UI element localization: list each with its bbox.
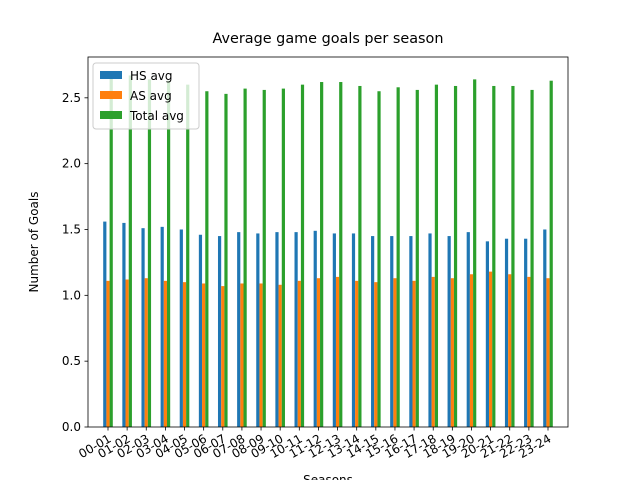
bar	[221, 286, 225, 427]
bar	[504, 238, 509, 427]
y-tick-label: 0.5	[62, 354, 81, 368]
bar	[524, 238, 528, 427]
bar	[412, 280, 416, 427]
bar	[320, 82, 324, 427]
bar	[371, 236, 375, 427]
bar	[355, 280, 359, 427]
legend-swatch	[100, 71, 122, 79]
legend-swatch	[100, 111, 122, 119]
bar	[447, 236, 451, 427]
bar	[243, 88, 247, 427]
bar	[316, 278, 321, 427]
bar	[300, 84, 305, 427]
bar	[281, 88, 285, 427]
bar	[335, 276, 340, 427]
bar	[103, 221, 107, 427]
bar	[508, 274, 512, 427]
bar	[428, 233, 432, 427]
bar	[224, 93, 228, 428]
plot-frame	[87, 56, 569, 428]
y-tick-label: 0.0	[62, 420, 81, 434]
bar	[530, 89, 534, 427]
bar	[294, 232, 298, 427]
bar	[240, 283, 244, 427]
bar	[450, 278, 454, 427]
bar	[489, 271, 493, 427]
x-axis-label: Seasons	[303, 473, 353, 480]
bar	[396, 87, 400, 427]
y-axis-label: Number of Goals	[27, 192, 41, 293]
bar	[147, 79, 152, 427]
bar	[166, 80, 171, 428]
bar	[125, 279, 129, 427]
legend-label: Total avg	[129, 109, 184, 123]
bar	[163, 280, 167, 427]
legend-label: AS avg	[130, 89, 172, 103]
bar	[278, 284, 282, 427]
bar	[332, 233, 336, 427]
y-tick-label: 2.0	[62, 157, 81, 171]
bar	[549, 80, 553, 428]
bar	[546, 278, 550, 427]
bar	[198, 234, 203, 427]
bar	[390, 236, 394, 427]
bar	[106, 280, 110, 427]
legend-label: HS avg	[130, 69, 173, 83]
bar	[237, 232, 241, 427]
bar	[179, 229, 183, 427]
bar	[527, 276, 531, 427]
bar	[543, 229, 547, 427]
bar	[466, 232, 470, 427]
bar	[485, 241, 490, 427]
bar	[256, 233, 260, 427]
bar	[297, 280, 301, 427]
bar	[128, 75, 132, 427]
bar	[377, 91, 381, 428]
bar	[415, 89, 419, 427]
bar	[409, 236, 413, 427]
bar	[217, 236, 222, 427]
bar	[182, 282, 187, 427]
legend-swatch	[100, 91, 122, 99]
bar	[262, 89, 266, 427]
bar	[453, 85, 458, 428]
bar	[275, 232, 279, 427]
bar	[469, 274, 474, 427]
bar	[492, 85, 496, 428]
bar	[186, 84, 190, 427]
y-tick-label: 1.0	[62, 288, 81, 302]
bar	[473, 79, 477, 427]
y-tick-label: 2.5	[62, 91, 81, 105]
bar	[122, 222, 126, 427]
bar	[434, 84, 439, 427]
bar	[374, 282, 378, 427]
bar	[313, 230, 317, 427]
bar	[339, 82, 343, 427]
bar	[431, 276, 435, 427]
chart-title: Average game goals per season	[213, 31, 444, 47]
bar	[358, 85, 362, 428]
bar	[393, 278, 397, 427]
bar	[351, 233, 356, 427]
bar	[160, 226, 164, 427]
bar	[205, 91, 209, 428]
bar	[141, 228, 145, 427]
y-tick-label: 1.5	[62, 222, 81, 236]
bar	[511, 85, 515, 428]
bar	[202, 283, 206, 427]
bar	[144, 278, 148, 427]
bar	[259, 283, 263, 427]
bar	[109, 75, 113, 427]
